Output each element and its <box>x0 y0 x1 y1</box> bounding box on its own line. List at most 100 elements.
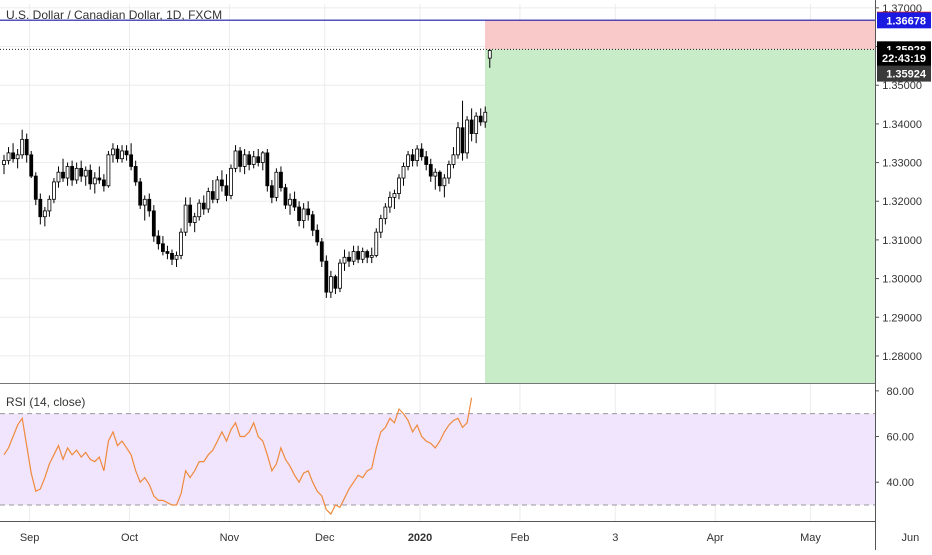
candle <box>179 228 183 260</box>
candle <box>288 193 292 215</box>
time-tick-label: Apr <box>707 532 724 544</box>
candle-body <box>20 138 25 156</box>
candle-body <box>301 208 306 221</box>
candle-body <box>279 171 283 189</box>
candle-body <box>365 251 370 258</box>
candle <box>61 158 65 182</box>
candle <box>397 174 401 200</box>
candle-body <box>192 216 197 223</box>
price-tick-label: 1.35000 <box>882 80 922 92</box>
candle <box>297 201 302 227</box>
price-label-box <box>877 65 931 82</box>
candle-body <box>347 256 351 262</box>
candle-body <box>424 156 429 165</box>
candle-body <box>469 119 474 134</box>
candle <box>256 149 261 167</box>
candle <box>324 255 329 298</box>
candle <box>65 162 70 186</box>
candle-body <box>179 231 183 256</box>
candle-body <box>183 204 188 233</box>
candle-body <box>120 150 124 160</box>
candle <box>215 176 220 204</box>
candle-body <box>47 198 52 212</box>
candle <box>342 249 347 271</box>
candle-body <box>378 218 383 233</box>
candle-body <box>297 206 302 221</box>
candle-body <box>324 260 329 293</box>
candle-body <box>74 167 79 181</box>
candle-body <box>306 208 311 216</box>
candle <box>29 150 34 179</box>
candle <box>410 149 415 167</box>
candle-body <box>65 166 70 179</box>
price-label-text: 1.35924 <box>886 69 927 81</box>
time-tick-label: Oct <box>121 532 138 544</box>
candle-body <box>351 251 356 262</box>
candle-body <box>474 115 479 134</box>
candle <box>319 237 324 267</box>
candle <box>47 195 52 217</box>
stop-loss-zone <box>485 19 875 50</box>
candle <box>265 149 270 192</box>
time-tick-label: 3 <box>612 532 618 544</box>
candle <box>192 212 197 233</box>
candle-body <box>392 193 397 198</box>
candle-body <box>151 210 156 237</box>
candle <box>310 210 315 237</box>
candle-body <box>247 154 252 165</box>
candle <box>142 195 147 221</box>
candle-body <box>238 150 242 167</box>
candle <box>428 158 433 182</box>
candle <box>70 160 74 186</box>
candle <box>15 149 20 169</box>
candle <box>251 150 256 169</box>
rsi-tick-label: 60.00 <box>886 432 914 444</box>
candle <box>360 247 365 264</box>
candle-body <box>111 148 115 156</box>
candle <box>383 203 388 225</box>
candle-body <box>170 253 174 260</box>
candles-layer <box>2 49 492 298</box>
candle <box>124 145 129 161</box>
candle <box>456 121 460 159</box>
candle <box>338 259 342 293</box>
candle-body <box>369 254 374 258</box>
candle <box>88 164 93 190</box>
price-label-text: 22:43:19 <box>882 53 926 65</box>
candle <box>11 143 15 163</box>
candle-body <box>383 206 388 220</box>
price-tick-label: 1.32000 <box>882 196 922 208</box>
candle-body <box>397 177 401 194</box>
candle-body <box>115 148 120 160</box>
candle <box>274 168 279 202</box>
candle <box>333 274 338 295</box>
candle <box>306 201 311 221</box>
candle <box>242 149 247 175</box>
candle-body <box>70 166 74 181</box>
candle <box>469 108 474 142</box>
candle-body <box>6 152 11 162</box>
candle <box>433 168 438 190</box>
candle-body <box>220 179 224 187</box>
candle <box>406 150 410 171</box>
candle-body <box>156 235 161 245</box>
candle-body <box>52 181 56 200</box>
candle-body <box>79 167 84 177</box>
candle <box>229 164 233 200</box>
candle-body <box>342 256 347 264</box>
candle <box>447 160 451 184</box>
candle <box>156 230 161 250</box>
candle <box>442 174 447 198</box>
candle-body <box>233 150 238 169</box>
take-profit-zone <box>485 49 875 383</box>
time-tick-label: Dec <box>315 532 335 544</box>
candle-body <box>124 150 129 156</box>
candle-body <box>11 152 15 160</box>
price-axis-bg <box>875 0 932 550</box>
candle-body <box>465 119 469 154</box>
candle <box>56 166 61 188</box>
candle-body <box>88 169 93 185</box>
candle <box>111 143 115 163</box>
candle <box>356 245 361 264</box>
